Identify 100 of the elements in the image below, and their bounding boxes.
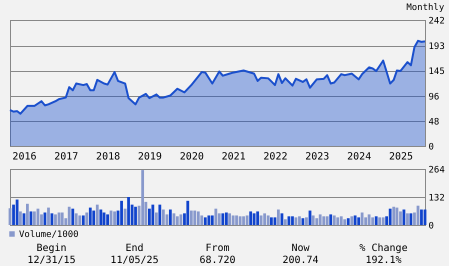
bar: [120, 200, 123, 225]
bar: [301, 218, 304, 225]
x-tick-label: 2019: [138, 152, 162, 162]
bar: [388, 208, 392, 225]
bar: [19, 211, 22, 225]
bar: [346, 218, 350, 225]
bar: [47, 208, 50, 225]
bar: [158, 204, 162, 225]
y-tick-label: 193: [428, 42, 445, 52]
bar: [148, 208, 151, 225]
bar: [99, 210, 102, 225]
y-tick-label: 96: [428, 92, 440, 103]
text: End: [125, 243, 144, 254]
bar: [378, 217, 382, 225]
bar: [36, 208, 40, 225]
bar: [232, 215, 235, 225]
y-tick-label: 264: [428, 166, 445, 176]
bar: [420, 210, 423, 225]
bar: [410, 213, 412, 225]
bar: [263, 213, 266, 225]
bar: [180, 214, 182, 225]
bar: [54, 214, 57, 225]
text: 200.74: [282, 255, 319, 266]
bar: [270, 217, 273, 225]
bar: [280, 213, 284, 225]
x-tick-label: 2024: [347, 152, 372, 162]
bar: [113, 211, 116, 225]
bar: [110, 210, 112, 225]
bar: [308, 210, 312, 225]
bar: [238, 216, 242, 225]
bar: [127, 197, 130, 225]
bar: [22, 213, 26, 225]
bar: [416, 206, 420, 225]
bar: [207, 215, 210, 225]
bar: [168, 210, 172, 225]
bar: [30, 211, 32, 225]
text: Begin: [36, 243, 67, 254]
bar: [176, 216, 179, 225]
bar: [360, 212, 364, 225]
bar: [154, 212, 158, 225]
bar: [368, 214, 370, 225]
bar: [71, 208, 74, 225]
y-tick-label: 145: [428, 67, 445, 78]
bar: [402, 210, 406, 225]
y-tick-label: 0: [428, 142, 434, 152]
bar: [124, 208, 127, 225]
bar: [274, 217, 276, 225]
bar: [424, 210, 426, 225]
bar: [50, 213, 54, 225]
bar: [106, 214, 109, 225]
bar: [396, 208, 398, 225]
bar: [8, 208, 12, 225]
bar: [172, 213, 176, 225]
legend-label: Volume/1000: [19, 230, 79, 240]
bar: [294, 217, 298, 225]
bar: [406, 213, 409, 225]
bar: [288, 216, 290, 225]
bar: [399, 211, 402, 225]
bar: [162, 210, 165, 225]
x-tick-label: 2025: [388, 152, 414, 162]
bar: [26, 204, 29, 225]
text: Now: [291, 243, 311, 254]
bar: [96, 204, 99, 225]
bar: [224, 212, 228, 225]
bar: [33, 211, 36, 225]
bar: [58, 212, 60, 225]
bar: [228, 213, 231, 225]
bar: [16, 200, 18, 225]
bar: [256, 211, 260, 225]
bar: [190, 210, 193, 225]
x-tick-label: 2017: [54, 152, 78, 162]
bar: [305, 217, 308, 225]
bar: [354, 215, 357, 225]
bar: [242, 216, 245, 225]
text: 12/31/15: [27, 255, 76, 266]
bar: [134, 206, 137, 225]
x-tick-label: 2018: [96, 152, 120, 162]
bar: [88, 208, 92, 225]
bar: [291, 216, 294, 225]
bar: [141, 170, 144, 225]
bar: [298, 216, 301, 225]
chart-subtitle: Monthly: [406, 3, 445, 13]
bar: [252, 213, 256, 225]
bar: [276, 210, 280, 225]
bar: [235, 215, 238, 225]
text: % Change: [359, 243, 408, 254]
y-tick-label: 242: [428, 16, 445, 26]
bar: [214, 208, 218, 225]
x-tick-label: 2016: [12, 152, 37, 162]
y-tick-label: 0: [428, 222, 434, 232]
y-tick-label: 132: [428, 194, 445, 204]
bar: [260, 215, 262, 225]
text: From: [205, 243, 230, 254]
x-tick-label: 2023: [305, 152, 330, 162]
text: 11/05/25: [110, 255, 159, 266]
y-tick-label: 48: [428, 118, 440, 128]
x-tick-label: 2020: [180, 152, 204, 162]
bar: [92, 210, 96, 225]
bar: [44, 212, 46, 225]
bar: [315, 218, 318, 225]
